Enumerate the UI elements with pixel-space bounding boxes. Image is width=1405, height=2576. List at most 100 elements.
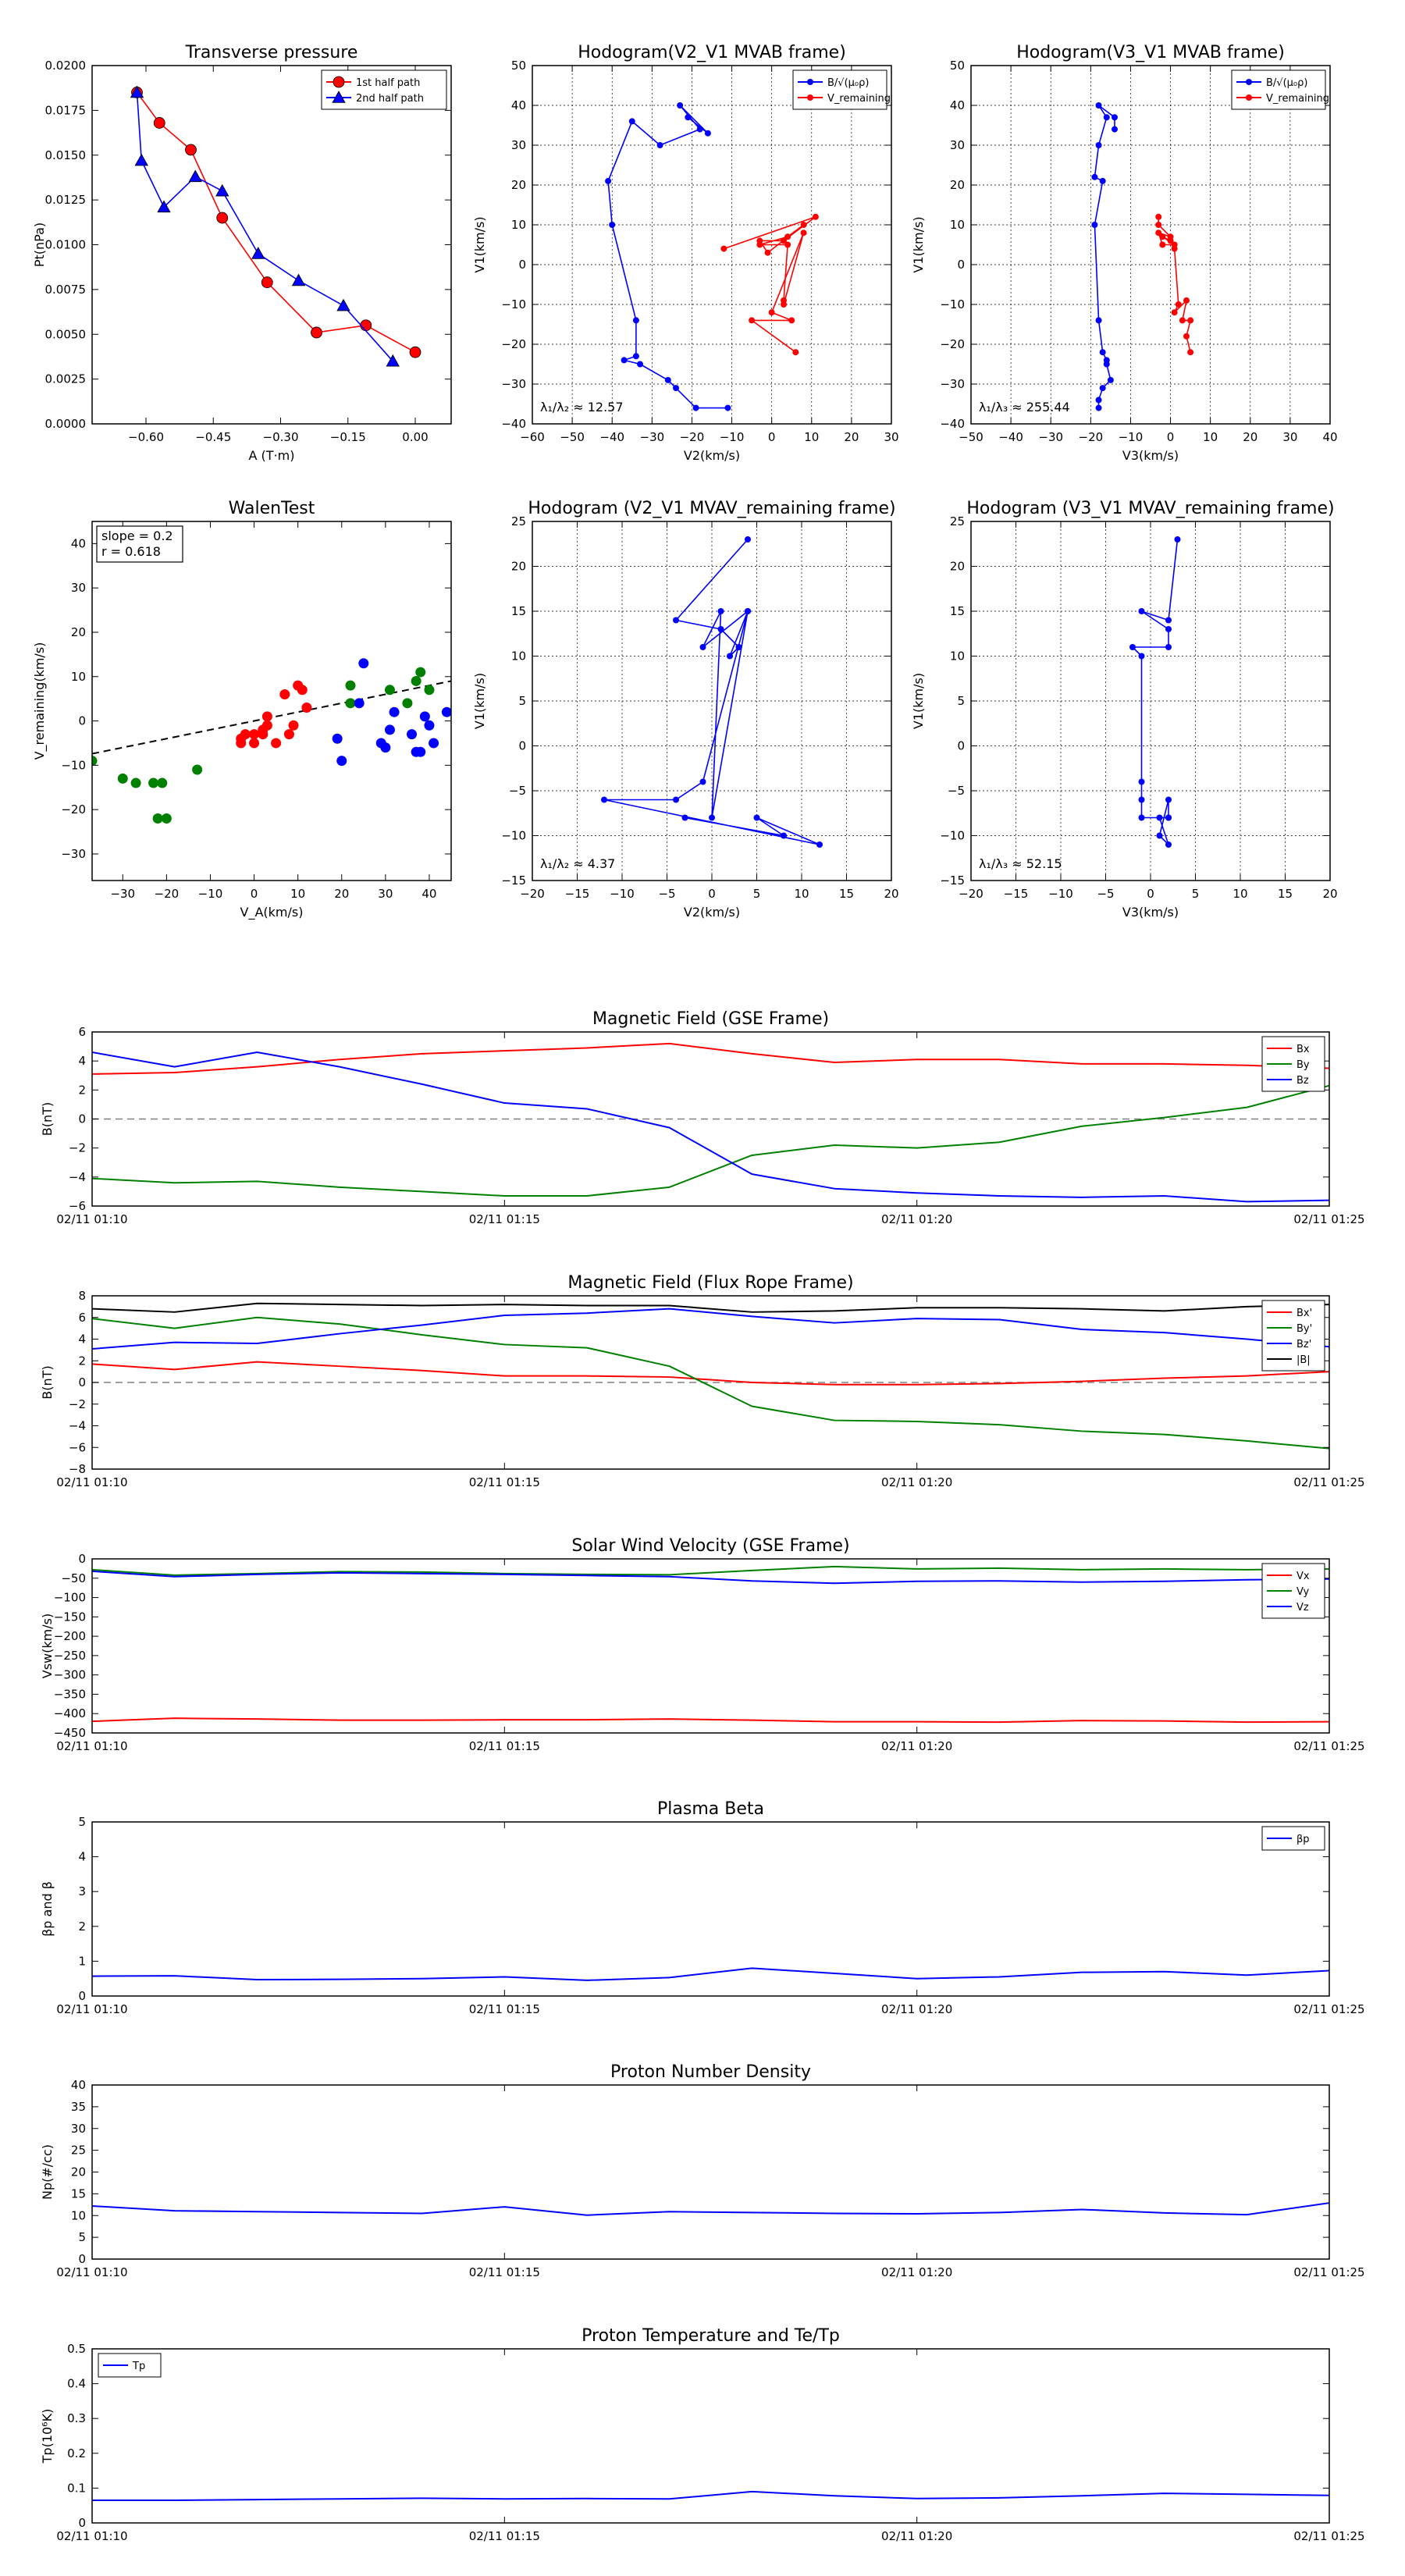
data-point: [384, 685, 395, 696]
y-tick-label: 0.0075: [45, 283, 87, 297]
y-tick-label: 25: [71, 2144, 86, 2158]
y-tick-label: 20: [511, 560, 526, 574]
y-tick-label: −40: [940, 417, 965, 431]
x-tick-label: 10: [1232, 887, 1247, 901]
data-point: [216, 212, 229, 224]
data-point: [656, 142, 663, 148]
x-tick-label: 0: [768, 430, 776, 444]
y-tick-label: 10: [950, 218, 965, 232]
data-point: [1171, 245, 1178, 252]
y-tick-label: −150: [54, 1610, 86, 1624]
series-line-p: [92, 1967, 1329, 1981]
series-line-s0: [92, 2202, 1329, 2216]
legend-label: Tp: [132, 2361, 145, 2372]
data-point: [1159, 233, 1166, 240]
x-tick-label: 20: [844, 430, 859, 444]
x-tick-label: 15: [839, 887, 854, 901]
chart-title: Hodogram(V3_V1 MVAB frame): [1016, 43, 1285, 62]
data-point: [1138, 653, 1145, 660]
legend-label: Bz': [1297, 1339, 1311, 1350]
data-point: [1183, 333, 1190, 340]
y-tick-label: 5: [957, 694, 965, 708]
x-tick-label: 0: [1167, 430, 1175, 444]
x-tick-label: 02/11 01:25: [1293, 2529, 1364, 2543]
x-tick-label: 15: [1278, 887, 1293, 901]
x-tick-label: −5: [658, 887, 675, 901]
x-tick-label: 02/11 01:15: [469, 2002, 540, 2016]
data-point: [1246, 94, 1252, 101]
y-tick-label: −20: [501, 337, 526, 351]
y-axis-label: V_remaining(km/s): [32, 642, 48, 760]
y-tick-label: 40: [511, 98, 526, 112]
chart-title: Plasma Beta: [657, 1799, 764, 1819]
stats-line: slope = 0.2: [101, 528, 173, 543]
y-tick-label: 8: [78, 1289, 86, 1303]
x-tick-label: 10: [794, 887, 809, 901]
data-point: [345, 680, 356, 691]
series-line-Vy: [92, 1565, 1329, 1576]
y-axis-label: Pt(nPa): [32, 222, 47, 267]
series-markers: [605, 102, 731, 411]
plot-area: [1091, 102, 1194, 411]
y-tick-label: −30: [61, 847, 86, 861]
y-tick-label: 1: [78, 1954, 86, 1968]
data-point: [360, 319, 372, 332]
data-point: [692, 404, 699, 411]
data-point: [429, 738, 439, 749]
data-point: [1112, 126, 1118, 133]
y-tick-label: 0: [78, 1112, 86, 1126]
chart-solar-wind-velocity: 02/11 01:10 02/11 01:15 02/11 01:20 02/11 0…: [40, 1536, 1365, 1753]
data-point: [677, 102, 684, 109]
plot-frame: [970, 65, 1331, 425]
y-tick-label: −250: [54, 1649, 86, 1663]
x-tick-label: 02/11 01:25: [1293, 1739, 1364, 1753]
y-tick-label: 10: [950, 649, 965, 664]
legend-frame: [1231, 69, 1326, 110]
y-axis-label: Np(#/cc): [40, 2144, 55, 2200]
y-tick-label: 6: [78, 1311, 86, 1325]
data-point: [215, 183, 229, 197]
x-tick-label: 02/11 01:25: [1293, 2002, 1364, 2016]
data-point: [386, 354, 400, 367]
x-axis-label: V2(km/s): [684, 905, 740, 920]
series-markers: [1129, 536, 1181, 848]
data-point: [1156, 832, 1163, 839]
x-tick-label: 02/11 01:15: [469, 2265, 540, 2279]
y-tick-label: 0: [957, 258, 965, 272]
x-tick-label: −15: [1004, 887, 1029, 901]
plot-area: [601, 536, 823, 848]
data-point: [717, 626, 724, 632]
data-point: [409, 346, 422, 358]
eigenvalue-ratio-label: λ₁/λ₂ ≈ 4.37: [540, 856, 615, 871]
x-tick-label: 20: [1243, 430, 1257, 444]
x-tick-label: 02/11 01:15: [469, 1739, 540, 1753]
data-point: [1099, 349, 1106, 356]
data-point: [407, 729, 418, 740]
y-tick-label: 0: [78, 714, 86, 728]
x-tick-label: 02/11 01:10: [56, 2002, 127, 2016]
x-tick-label: −10: [1048, 887, 1073, 901]
data-point: [673, 796, 679, 803]
chart-title: Hodogram (V2_V1 MVAV_remaining frame): [528, 499, 895, 518]
y-tick-label: 20: [71, 2165, 86, 2179]
data-point: [1187, 349, 1194, 356]
y-tick-label: 0.0000: [45, 417, 87, 431]
x-tick-label: −0.45: [195, 430, 231, 444]
chart-proton-temperature: 02/11 01:10 02/11 01:15 02/11 01:20 02/11 0…: [40, 2326, 1365, 2543]
data-point: [709, 814, 715, 821]
x-tick-label: −10: [610, 887, 635, 901]
data-point: [1175, 301, 1182, 308]
eigenvalue-ratio-label: λ₁/λ₃ ≈ 52.15: [979, 856, 1062, 871]
data-point: [311, 326, 322, 339]
x-tick-label: 02/11 01:15: [469, 1212, 540, 1226]
data-point: [753, 814, 760, 821]
chart-title: Proton Number Density: [610, 2062, 811, 2082]
data-point: [117, 773, 128, 784]
x-tick-label: −10: [198, 887, 223, 901]
y-tick-label: 30: [950, 138, 965, 152]
data-point: [1165, 617, 1172, 624]
data-point: [1155, 213, 1162, 220]
data-point: [1138, 796, 1145, 803]
x-axis-label: V_A(km/s): [240, 905, 304, 920]
y-tick-label: 20: [511, 178, 526, 192]
